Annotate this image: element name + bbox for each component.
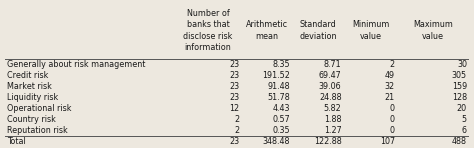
- Text: Country risk: Country risk: [7, 115, 56, 124]
- Text: 30: 30: [457, 60, 467, 69]
- Text: Market risk: Market risk: [7, 82, 52, 91]
- Text: 32: 32: [385, 82, 395, 91]
- Text: 348.48: 348.48: [263, 137, 291, 146]
- Text: 23: 23: [229, 71, 239, 80]
- Text: 49: 49: [385, 71, 395, 80]
- Text: Liquidity risk: Liquidity risk: [7, 93, 58, 102]
- Text: 488: 488: [452, 137, 467, 146]
- Text: 0: 0: [390, 126, 395, 135]
- Text: 23: 23: [229, 82, 239, 91]
- Text: 0: 0: [390, 104, 395, 113]
- Text: 69.47: 69.47: [319, 71, 341, 80]
- Text: Generally about risk management: Generally about risk management: [7, 60, 146, 69]
- Text: 8.71: 8.71: [324, 60, 341, 69]
- Text: 191.52: 191.52: [263, 71, 291, 80]
- Text: 21: 21: [385, 93, 395, 102]
- Text: 0: 0: [390, 115, 395, 124]
- Text: 122.88: 122.88: [314, 137, 341, 146]
- Text: 1.88: 1.88: [324, 115, 341, 124]
- Text: Standard
deviation: Standard deviation: [300, 20, 337, 41]
- Text: 23: 23: [229, 60, 239, 69]
- Text: 0.35: 0.35: [273, 126, 291, 135]
- Text: 1.27: 1.27: [324, 126, 341, 135]
- Text: 91.48: 91.48: [268, 82, 291, 91]
- Text: 2: 2: [390, 60, 395, 69]
- Text: 39.06: 39.06: [319, 82, 341, 91]
- Text: Credit risk: Credit risk: [7, 71, 48, 80]
- Text: 20: 20: [457, 104, 467, 113]
- Text: 4.43: 4.43: [273, 104, 291, 113]
- Text: Operational risk: Operational risk: [7, 104, 72, 113]
- Text: 2: 2: [234, 115, 239, 124]
- Text: 2: 2: [234, 126, 239, 135]
- Text: 159: 159: [452, 82, 467, 91]
- Text: Maximum
value: Maximum value: [413, 20, 453, 41]
- Text: 6: 6: [462, 126, 467, 135]
- Text: 5.82: 5.82: [324, 104, 341, 113]
- Text: 51.78: 51.78: [268, 93, 291, 102]
- Text: 23: 23: [229, 93, 239, 102]
- Text: 24.88: 24.88: [319, 93, 341, 102]
- Text: 107: 107: [380, 137, 395, 146]
- Text: Total: Total: [7, 137, 26, 146]
- Text: 8.35: 8.35: [273, 60, 291, 69]
- Text: Reputation risk: Reputation risk: [7, 126, 68, 135]
- Text: 12: 12: [229, 104, 239, 113]
- Text: 23: 23: [229, 137, 239, 146]
- Text: Minimum
value: Minimum value: [352, 20, 389, 41]
- Text: Number of
banks that
disclose risk
information: Number of banks that disclose risk infor…: [183, 9, 233, 52]
- Text: Arithmetic
mean: Arithmetic mean: [246, 20, 288, 41]
- Text: 5: 5: [462, 115, 467, 124]
- Text: 128: 128: [452, 93, 467, 102]
- Text: 0.57: 0.57: [273, 115, 291, 124]
- Text: 305: 305: [452, 71, 467, 80]
